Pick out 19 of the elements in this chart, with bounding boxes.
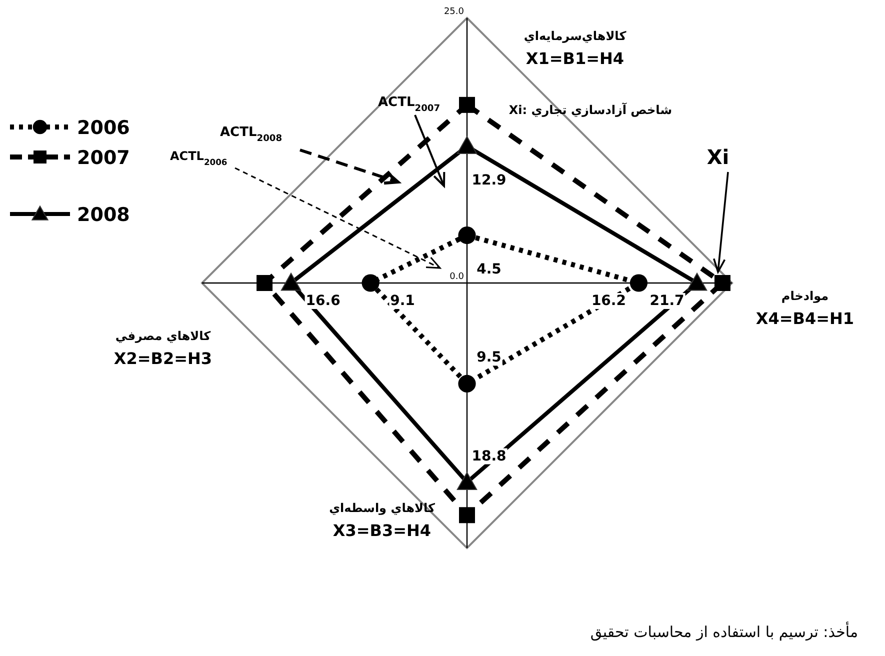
text: ACTL$_{2007}$ xyxy=(378,95,440,114)
legend-label: 2006 xyxy=(77,117,130,139)
text: ACTL$_{2006}$ xyxy=(170,149,228,167)
data-label: 18.8 xyxy=(472,448,506,464)
data-label: 21.7 xyxy=(650,293,684,309)
data-label: 16.6 xyxy=(306,293,340,309)
data-label: 12.9 xyxy=(472,172,506,188)
legend-label: 2007 xyxy=(77,147,130,169)
text: Xi xyxy=(706,145,730,169)
legend-label: 2008 xyxy=(77,204,130,226)
data-label: 9.1 xyxy=(390,293,415,309)
data-label: 9.5 xyxy=(476,350,502,366)
y-tick-label: 0.0 xyxy=(450,272,464,282)
text: ACTL$_{2008}$ xyxy=(220,125,282,144)
data-label: 16.2 xyxy=(591,293,626,309)
data-label: 4.5 xyxy=(476,261,502,278)
text: Xi: شاخص آزادسازي تجاري xyxy=(508,102,672,117)
text: مأخذ: ترسيم با استفاده از محاسبات تحقيق xyxy=(590,621,858,641)
y-tick-label: 25.0 xyxy=(444,7,464,17)
